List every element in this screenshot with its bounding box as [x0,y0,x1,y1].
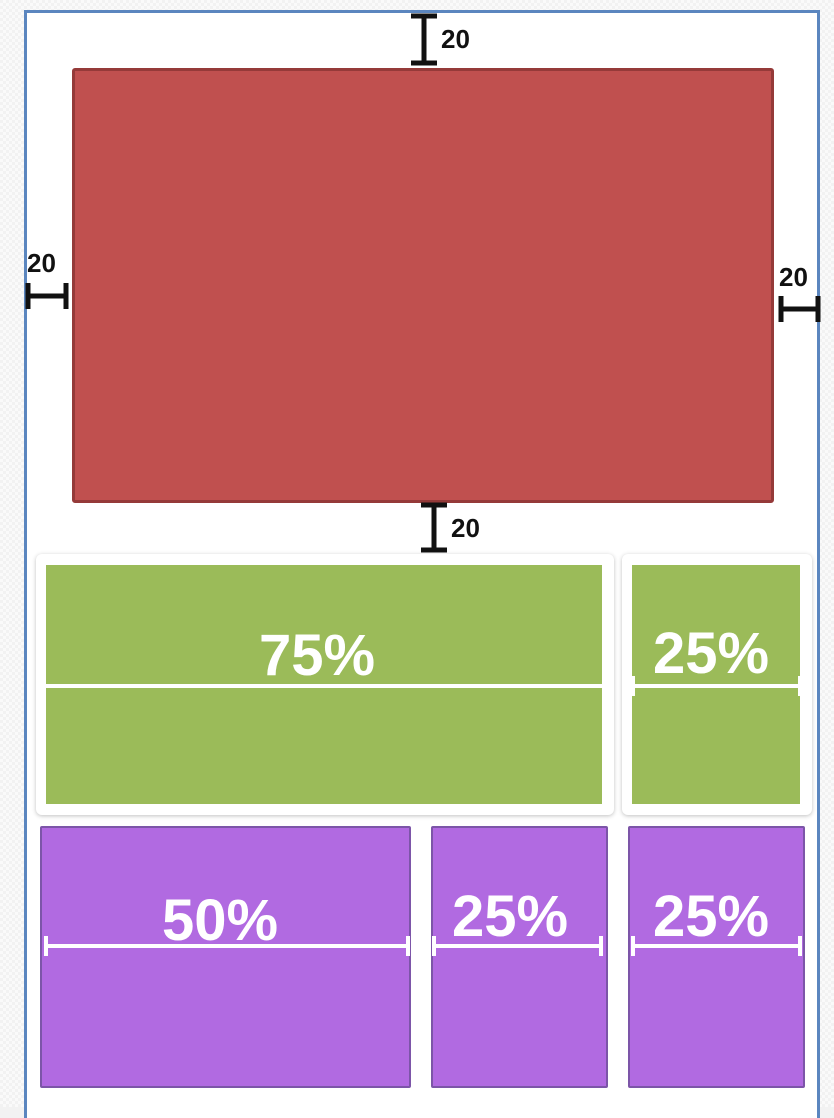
purple-block-25-b [628,826,805,1088]
purple-block-50 [40,826,411,1088]
main-content-block [72,68,774,503]
pct-label-25-a: 25% [451,884,569,949]
pct-label-25-b: 25% [652,884,770,949]
pct-label-25-top: 25% [652,621,770,686]
left-margin-label: 20 [27,248,56,278]
bottom-margin-label: 20 [451,513,480,543]
purple-block-25-a [431,826,608,1088]
right-margin-label: 20 [779,262,808,292]
pct-label-75: 75% [258,623,376,688]
top-margin-label: 20 [441,24,470,54]
pct-label-50: 50% [161,888,279,953]
